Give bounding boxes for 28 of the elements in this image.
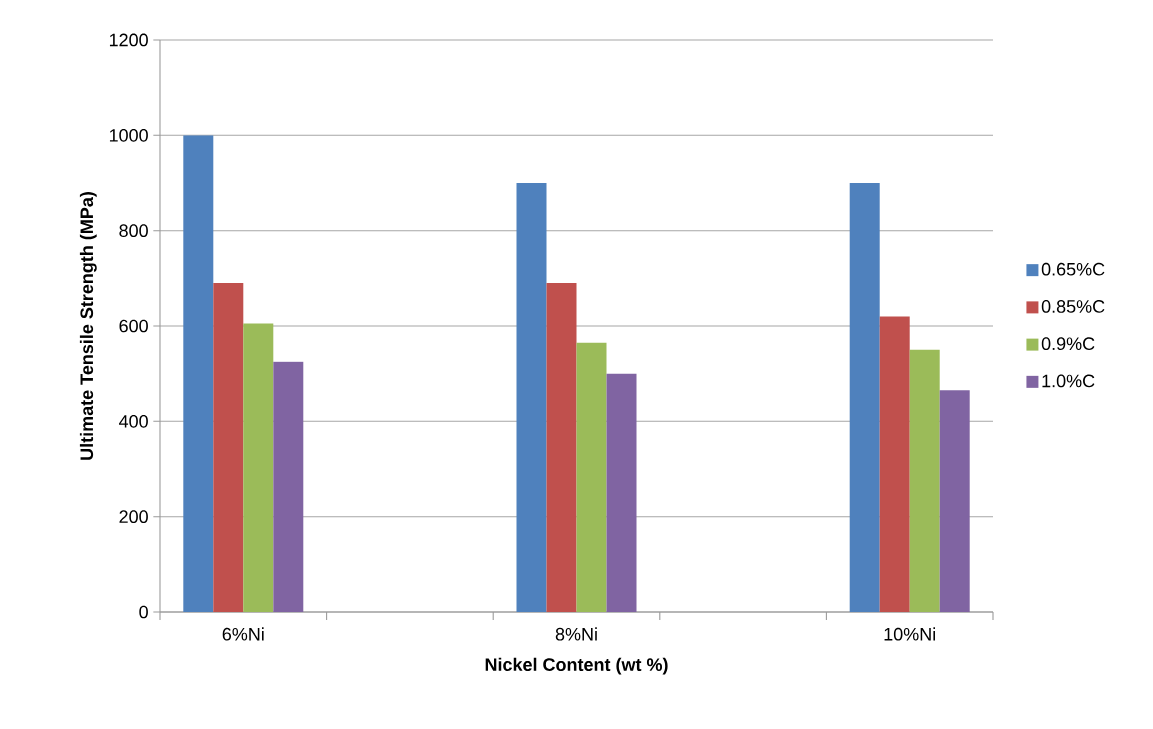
y-tick-label: 600: [119, 319, 148, 333]
x-tick-label: 10%Ni: [884, 627, 935, 641]
bar: [879, 316, 910, 612]
bar: [939, 390, 970, 612]
bar: [516, 183, 547, 612]
y-tick-label: 1000: [109, 128, 148, 142]
bar: [183, 135, 214, 612]
bar: [213, 283, 244, 612]
bar: [606, 373, 637, 612]
bar: [576, 342, 607, 612]
legend-label: 0.65%C: [1041, 262, 1105, 276]
y-tick-label: 800: [119, 224, 148, 238]
bar: [243, 323, 274, 612]
bar: [273, 361, 304, 612]
legend-label: 0.85%C: [1041, 300, 1105, 313]
x-tick-label: 8%Ni: [555, 627, 597, 641]
bar: [849, 183, 880, 612]
y-tick-label: 1200: [109, 33, 148, 47]
y-tick-label: 200: [119, 510, 148, 524]
x-tick-label: 6%Ni: [222, 627, 264, 641]
legend-label: 0.9%C: [1041, 337, 1095, 351]
bar: [546, 283, 577, 612]
y-tick-label: 400: [119, 414, 148, 428]
bar: [909, 349, 940, 612]
legend-label: 1.0%C: [1042, 374, 1095, 388]
x-axis-title: Nickel Content (wt %): [485, 657, 668, 675]
y-axis-title: Ultimate Tensile Strength (MPa): [79, 192, 97, 460]
y-tick-label: 0: [139, 605, 148, 619]
